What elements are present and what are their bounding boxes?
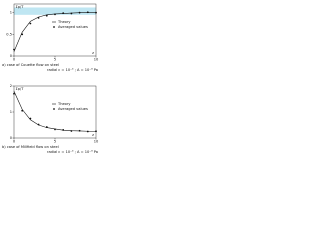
legend-label: Theory (57, 20, 71, 24)
data-point (70, 12, 73, 15)
caption: b) case of Millfield flow on steel (2, 145, 59, 149)
data-point (29, 117, 32, 120)
x-tick-label: 10 (94, 58, 99, 62)
data-point (95, 11, 97, 14)
caption-2: radial c = 10⁻³ ; A = 10⁻⁸ Pa (47, 68, 98, 72)
x-tick-label: 5 (54, 58, 56, 62)
legend-label: Theory (57, 102, 71, 106)
data-point (45, 14, 48, 17)
data-point (78, 11, 81, 14)
data-point (29, 22, 32, 25)
legend-marker (53, 108, 55, 110)
data-point (62, 12, 65, 14)
data-point (70, 130, 73, 132)
data-point (54, 128, 56, 131)
x-axis-label: z (92, 51, 94, 55)
data-point (37, 123, 40, 126)
data-point (21, 33, 24, 36)
x-tick-label: 5 (54, 140, 56, 144)
y-tick-label: 0.5 (6, 32, 12, 36)
data-point (21, 109, 24, 112)
caption-2: radial c = 10⁻³ ; A = 10⁻⁸ Pa (47, 150, 98, 154)
data-point (45, 126, 48, 128)
data-point (37, 16, 40, 19)
y-tick-label: 1 (10, 11, 12, 15)
data-point (13, 92, 15, 95)
data-point (62, 129, 65, 131)
caption: a) case of Couette flow on steel (2, 63, 59, 67)
series-line (13, 12, 96, 52)
y-tick-label: 2 (10, 84, 12, 88)
data-point (13, 48, 15, 51)
x-tick-label: 0 (13, 140, 16, 144)
data-point (86, 130, 89, 133)
legend-marker (53, 26, 55, 28)
x-tick-label: 10 (94, 140, 99, 144)
series-line (13, 91, 97, 132)
x-axis-label: z (92, 133, 94, 137)
legend-label: Averaged values (58, 107, 88, 111)
data-point (95, 130, 97, 133)
y-tick-label: 0 (10, 136, 13, 140)
data-point (78, 129, 81, 132)
y-tick-label: 1 (10, 110, 12, 114)
band (14, 7, 96, 15)
legend-label: Averaged values (58, 25, 88, 29)
y-axis-label: Σp/T (16, 5, 25, 9)
y-axis-label: Σp/T (16, 87, 25, 91)
data-point (54, 13, 56, 16)
data-point (86, 11, 89, 14)
y-tick-label: 0 (10, 54, 13, 58)
x-tick-label: 0 (13, 58, 16, 62)
